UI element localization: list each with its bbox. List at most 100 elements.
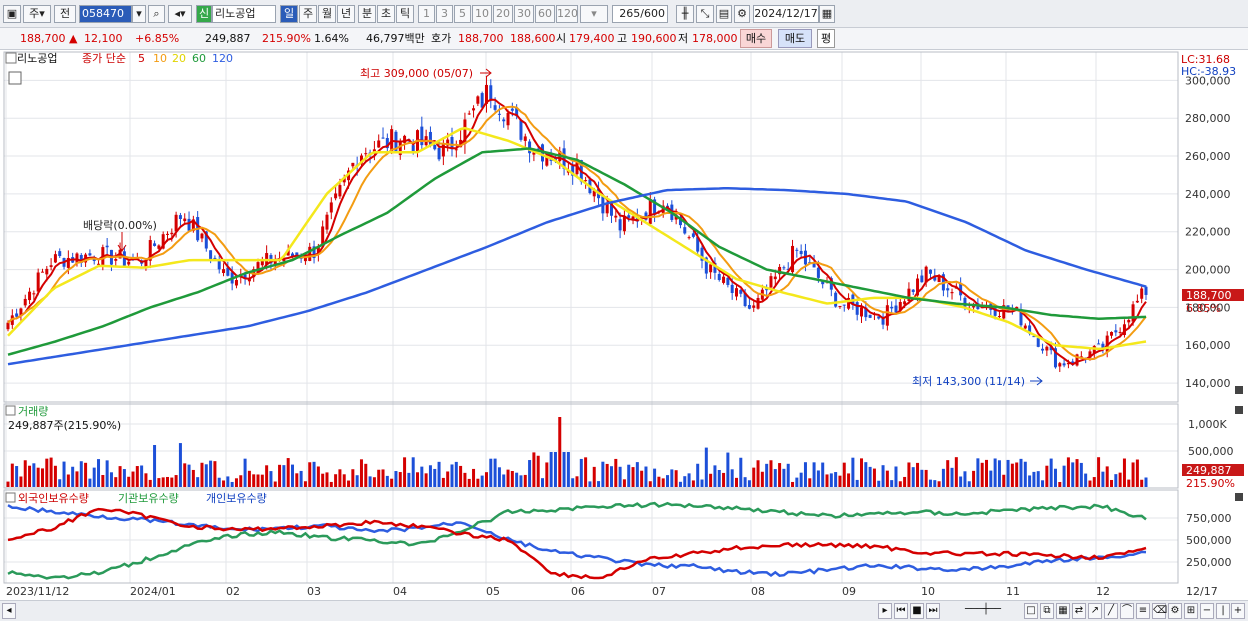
sell-button[interactable]: 매도	[778, 29, 812, 48]
candle-body	[381, 137, 385, 139]
price-tick-label: 140,000	[1185, 377, 1231, 390]
candle-body	[222, 269, 226, 274]
candle-body	[19, 308, 23, 317]
candle-body	[644, 212, 648, 220]
volume-bar	[717, 469, 721, 487]
volume-bar	[359, 459, 363, 487]
rewind-icon[interactable]: ⏮	[894, 603, 908, 619]
eval-button[interactable]: 평	[817, 29, 835, 48]
prev-button[interactable]: 전	[54, 5, 76, 23]
interval-120[interactable]: 120	[556, 5, 578, 23]
price-tick-label: 180,000	[1185, 301, 1231, 314]
candle-body	[842, 304, 846, 306]
volume-bar	[528, 460, 532, 487]
tab-tick[interactable]: 틱	[396, 5, 414, 23]
interval-10[interactable]: 10	[472, 5, 492, 23]
tab-minute[interactable]: 분	[358, 5, 376, 23]
candle-body	[454, 149, 458, 151]
volume-checkbox[interactable]	[5, 405, 16, 416]
count-input[interactable]: 265/600	[612, 5, 668, 23]
interval-30[interactable]: 30	[514, 5, 534, 23]
settings-icon[interactable]: ⚙	[1168, 603, 1182, 619]
scroll-left-icon[interactable]: ◂	[2, 603, 16, 619]
line-tool-icon[interactable]: ╱	[1104, 603, 1118, 619]
time-tick-label: 2024/01	[130, 585, 176, 598]
calendar-icon[interactable]: ▦	[819, 5, 835, 23]
candle-body	[75, 253, 79, 263]
stop-icon[interactable]: ■	[910, 603, 924, 619]
turnover-rate: 1.64%	[314, 32, 349, 45]
stock-code-input[interactable]: 058470	[79, 5, 132, 23]
search-icon[interactable]: ⌕	[148, 5, 165, 23]
tab-daily[interactable]: 일	[280, 5, 298, 23]
candle-body	[1079, 356, 1083, 358]
interval-5[interactable]: 5	[454, 5, 471, 23]
interval-20[interactable]: 20	[493, 5, 513, 23]
window-menu-icon[interactable]: ▣	[3, 5, 21, 23]
candle-body	[329, 202, 333, 213]
candle-body	[234, 280, 238, 286]
shape-tool-icon[interactable]: ⌒	[1120, 603, 1134, 619]
volume-bar	[329, 481, 333, 487]
stock-chart[interactable]: 리노공업 종가 단순 5 10 20 60 120 LC:31.68 HC:-3…	[0, 50, 1248, 603]
interval-dropdown[interactable]: ▾	[580, 5, 608, 23]
compare-icon[interactable]: ⇄	[1072, 603, 1086, 619]
quote-bar: 188,700 ▲ 12,100 +6.85% 249,887 215.90% …	[0, 28, 1248, 50]
forward-icon[interactable]: ⏭	[926, 603, 940, 619]
tab-weekly[interactable]: 주	[299, 5, 317, 23]
stock-name-field[interactable]: 리노공업	[212, 5, 276, 23]
legend-checkbox[interactable]	[5, 52, 17, 64]
zoom-line-icon[interactable]: |	[1216, 603, 1230, 619]
holdings-close-icon[interactable]	[1235, 493, 1243, 501]
speaker-icon[interactable]: ◂▾	[168, 5, 192, 23]
zoom-in-icon[interactable]: +	[1231, 603, 1245, 619]
erase-icon[interactable]: ⌫	[1152, 603, 1167, 619]
candle-body	[1066, 362, 1070, 365]
candle-body	[752, 305, 756, 308]
view-icon[interactable]: ⊞	[1184, 603, 1198, 619]
volume-bar	[967, 481, 971, 487]
candle-body	[687, 237, 691, 239]
grid-toggle-icon[interactable]: ▦	[1056, 603, 1070, 619]
save-icon[interactable]: ▤	[716, 5, 732, 23]
candle-body	[1122, 324, 1126, 336]
candle-type-icon[interactable]: ╫	[676, 5, 694, 23]
volume-bar	[791, 481, 795, 487]
period-type-select[interactable]: 주▾	[23, 5, 51, 23]
volume-bar	[28, 465, 32, 487]
volume-bar	[678, 481, 682, 487]
buy-button[interactable]: 매수	[740, 29, 772, 48]
volume-bar	[653, 468, 657, 487]
tab-second[interactable]: 초	[377, 5, 395, 23]
zoom-slider[interactable]: ───┼──	[964, 604, 1002, 615]
scroll-right-icon[interactable]: ▸	[878, 603, 892, 619]
interval-1[interactable]: 1	[418, 5, 435, 23]
interval-60[interactable]: 60	[535, 5, 555, 23]
price-close-icon[interactable]	[1235, 386, 1243, 394]
candle-body	[609, 202, 613, 216]
code-dropdown-icon[interactable]: ▾	[132, 5, 146, 23]
ma10-line	[7, 105, 1147, 361]
fib-tool-icon[interactable]: ≡	[1136, 603, 1150, 619]
table-icon[interactable]	[8, 71, 22, 85]
layout-icon[interactable]: □	[1024, 603, 1038, 619]
volume-close-icon[interactable]	[1235, 406, 1243, 414]
tab-yearly[interactable]: 년	[337, 5, 355, 23]
trend-icon[interactable]: ↗	[1088, 603, 1102, 619]
volume-bar	[997, 460, 1001, 487]
candle-body	[1118, 331, 1122, 333]
volume-bar	[243, 458, 247, 487]
interval-3[interactable]: 3	[436, 5, 453, 23]
candle-body	[907, 288, 911, 301]
candle-body	[1032, 336, 1036, 338]
copy-icon[interactable]: ⧉	[1040, 603, 1054, 619]
tab-monthly[interactable]: 월	[318, 5, 336, 23]
volume-bar	[890, 480, 894, 487]
price-tag	[1182, 289, 1244, 301]
holdings-checkbox[interactable]	[5, 492, 16, 503]
date-input[interactable]: 2024/12/17	[753, 5, 819, 23]
gear-icon[interactable]: ⚙	[734, 5, 750, 23]
draw-tool-icon[interactable]: ⤡	[696, 5, 714, 23]
candle-body	[183, 218, 187, 222]
zoom-out-icon[interactable]: −	[1200, 603, 1214, 619]
